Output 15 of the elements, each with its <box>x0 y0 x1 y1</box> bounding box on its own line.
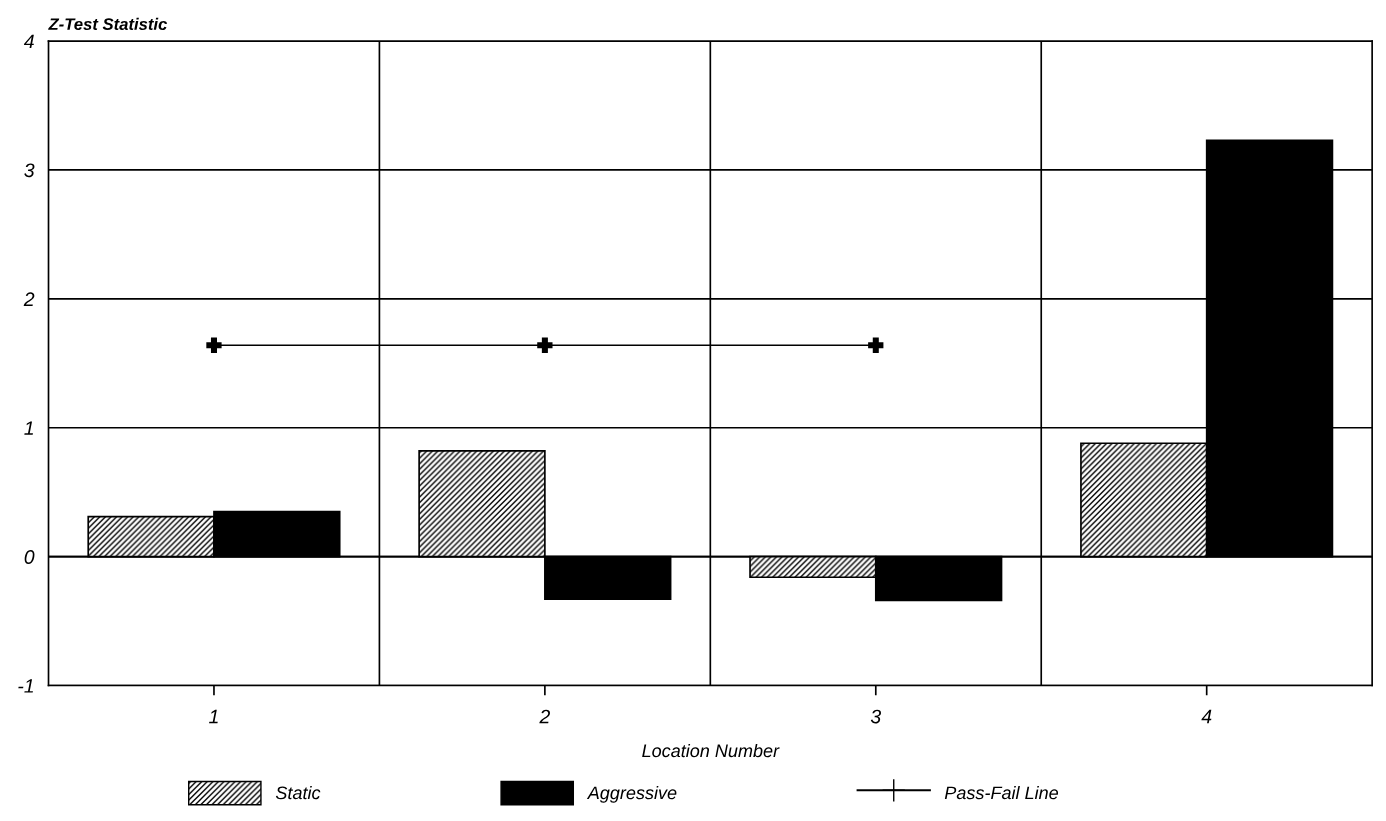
x-tick-label: 3 <box>870 709 882 724</box>
legend-label: Pass-Fail Line <box>944 785 1059 800</box>
y-tick-label: -1 <box>18 679 33 693</box>
legend-label: Static <box>275 785 321 800</box>
y-axis-title: Z-Test Statistic <box>48 17 168 31</box>
x-axis-title: Location Number <box>642 743 780 758</box>
y-tick-label: 3 <box>24 163 35 178</box>
x-tick-label: 2 <box>539 709 550 724</box>
y-tick-label: 2 <box>23 292 35 306</box>
y-tick-label: 4 <box>23 34 34 49</box>
x-tick-label: 1 <box>209 709 218 724</box>
x-tick-label: 4 <box>1201 709 1212 724</box>
y-tick-label: 0 <box>24 550 35 564</box>
legend-label: Aggressive <box>586 785 677 803</box>
y-tick-label: 1 <box>24 421 33 435</box>
